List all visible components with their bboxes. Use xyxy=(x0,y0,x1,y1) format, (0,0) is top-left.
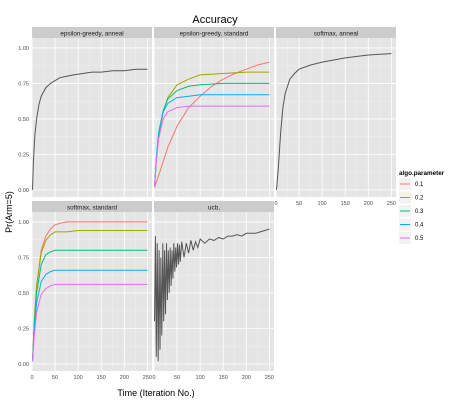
x-tick-label: 200 xyxy=(120,375,129,381)
x-tick-label: 100 xyxy=(318,201,327,207)
series-line xyxy=(32,249,148,362)
facet-panel: epsilon-greedy, standard xyxy=(153,27,274,197)
x-tick-label: 150 xyxy=(341,201,350,207)
x-tick-label: 50 xyxy=(174,375,180,381)
x-tick-label: 100 xyxy=(196,375,205,381)
y-tick-label: 1.00 xyxy=(18,220,29,226)
facet-strip-label: epsilon-greedy, anneal xyxy=(60,31,123,38)
legend-label: 0.2 xyxy=(415,196,424,202)
y-tick-label: 0.75 xyxy=(18,255,29,261)
series-line xyxy=(154,61,270,188)
x-tick-label: 150 xyxy=(219,375,228,381)
facet-strip-label: softmax, anneal xyxy=(314,31,358,38)
y-tick-label: 0.00 xyxy=(18,362,29,368)
legend: algo.parameter 0.1 0.2 0.3 0.4 0.5 xyxy=(399,170,445,244)
y-tick-label: 0.25 xyxy=(18,326,29,332)
legend-label: 0.5 xyxy=(415,236,424,242)
facet-strip xyxy=(154,27,274,38)
x-tick-label: 150 xyxy=(97,375,106,381)
plot-background xyxy=(276,38,396,197)
legend-title: algo.parameter xyxy=(399,170,445,177)
series-line xyxy=(276,53,392,190)
plot-background xyxy=(154,38,274,197)
x-tick-label: 200 xyxy=(242,375,251,381)
legend-label: 0.4 xyxy=(415,223,424,229)
facet-strip xyxy=(276,27,396,38)
series-line xyxy=(32,269,148,362)
x-tick-label: 250 xyxy=(265,375,274,381)
legend-label: 0.1 xyxy=(415,182,424,188)
y-tick-label: 0.50 xyxy=(18,291,29,297)
series-line xyxy=(32,230,148,362)
y-tick-label: 0.00 xyxy=(18,188,29,194)
facet-strip-label: epsilon-greedy, standard xyxy=(180,31,249,38)
facet-strip-label: ucb, xyxy=(208,205,220,212)
x-tick-label: 0 xyxy=(30,375,33,381)
facet-panel: softmax, standard 0.00 0.25 0.50 0.75 1.00 0 50… xyxy=(18,201,152,381)
facet-panel: ucb, 0 50 100 150 200 250 xyxy=(152,201,274,381)
facet-strip xyxy=(154,201,274,212)
series-line xyxy=(154,228,270,362)
y-tick-label: 0.75 xyxy=(18,81,29,87)
x-tick-label: 50 xyxy=(52,375,58,381)
y-tick-label: 1.00 xyxy=(18,46,29,52)
y-tick-label: 0.25 xyxy=(18,152,29,158)
legend-label: 0.3 xyxy=(415,209,424,215)
plot-background xyxy=(32,212,152,371)
series-line xyxy=(32,68,148,190)
x-tick-label: 100 xyxy=(74,375,83,381)
y-tick-label: 0.50 xyxy=(18,117,29,123)
x-tick-label: 200 xyxy=(364,201,373,207)
x-tick-label: 250 xyxy=(143,375,152,381)
x-tick-label: 50 xyxy=(296,201,302,207)
x-axis-label: Time (Iteration No.) xyxy=(117,388,194,398)
series-line xyxy=(32,283,148,362)
facet-strip-label: softmax, standard xyxy=(67,205,118,212)
x-tick-label: 0 xyxy=(274,201,277,207)
y-axis-label: Pr(Arm=5) xyxy=(4,191,14,233)
facet-strip xyxy=(32,27,152,38)
plot-background xyxy=(154,212,274,371)
x-tick-label: 250 xyxy=(387,201,396,207)
plot-background xyxy=(32,38,152,197)
series-line xyxy=(154,105,270,188)
x-tick-label: 0 xyxy=(152,375,155,381)
facet-panel: softmax, anneal 0 50 100 150 200 250 xyxy=(274,27,396,207)
facet-strip xyxy=(32,201,152,212)
facet-panels: epsilon-greedy, anneal 0.00 0.25 0.50 0.75 1.… xyxy=(18,27,396,381)
facet-panel: epsilon-greedy, anneal 0.00 0.25 0.50 0.75 1.… xyxy=(18,27,152,197)
chart-title: Accuracy xyxy=(192,14,238,26)
